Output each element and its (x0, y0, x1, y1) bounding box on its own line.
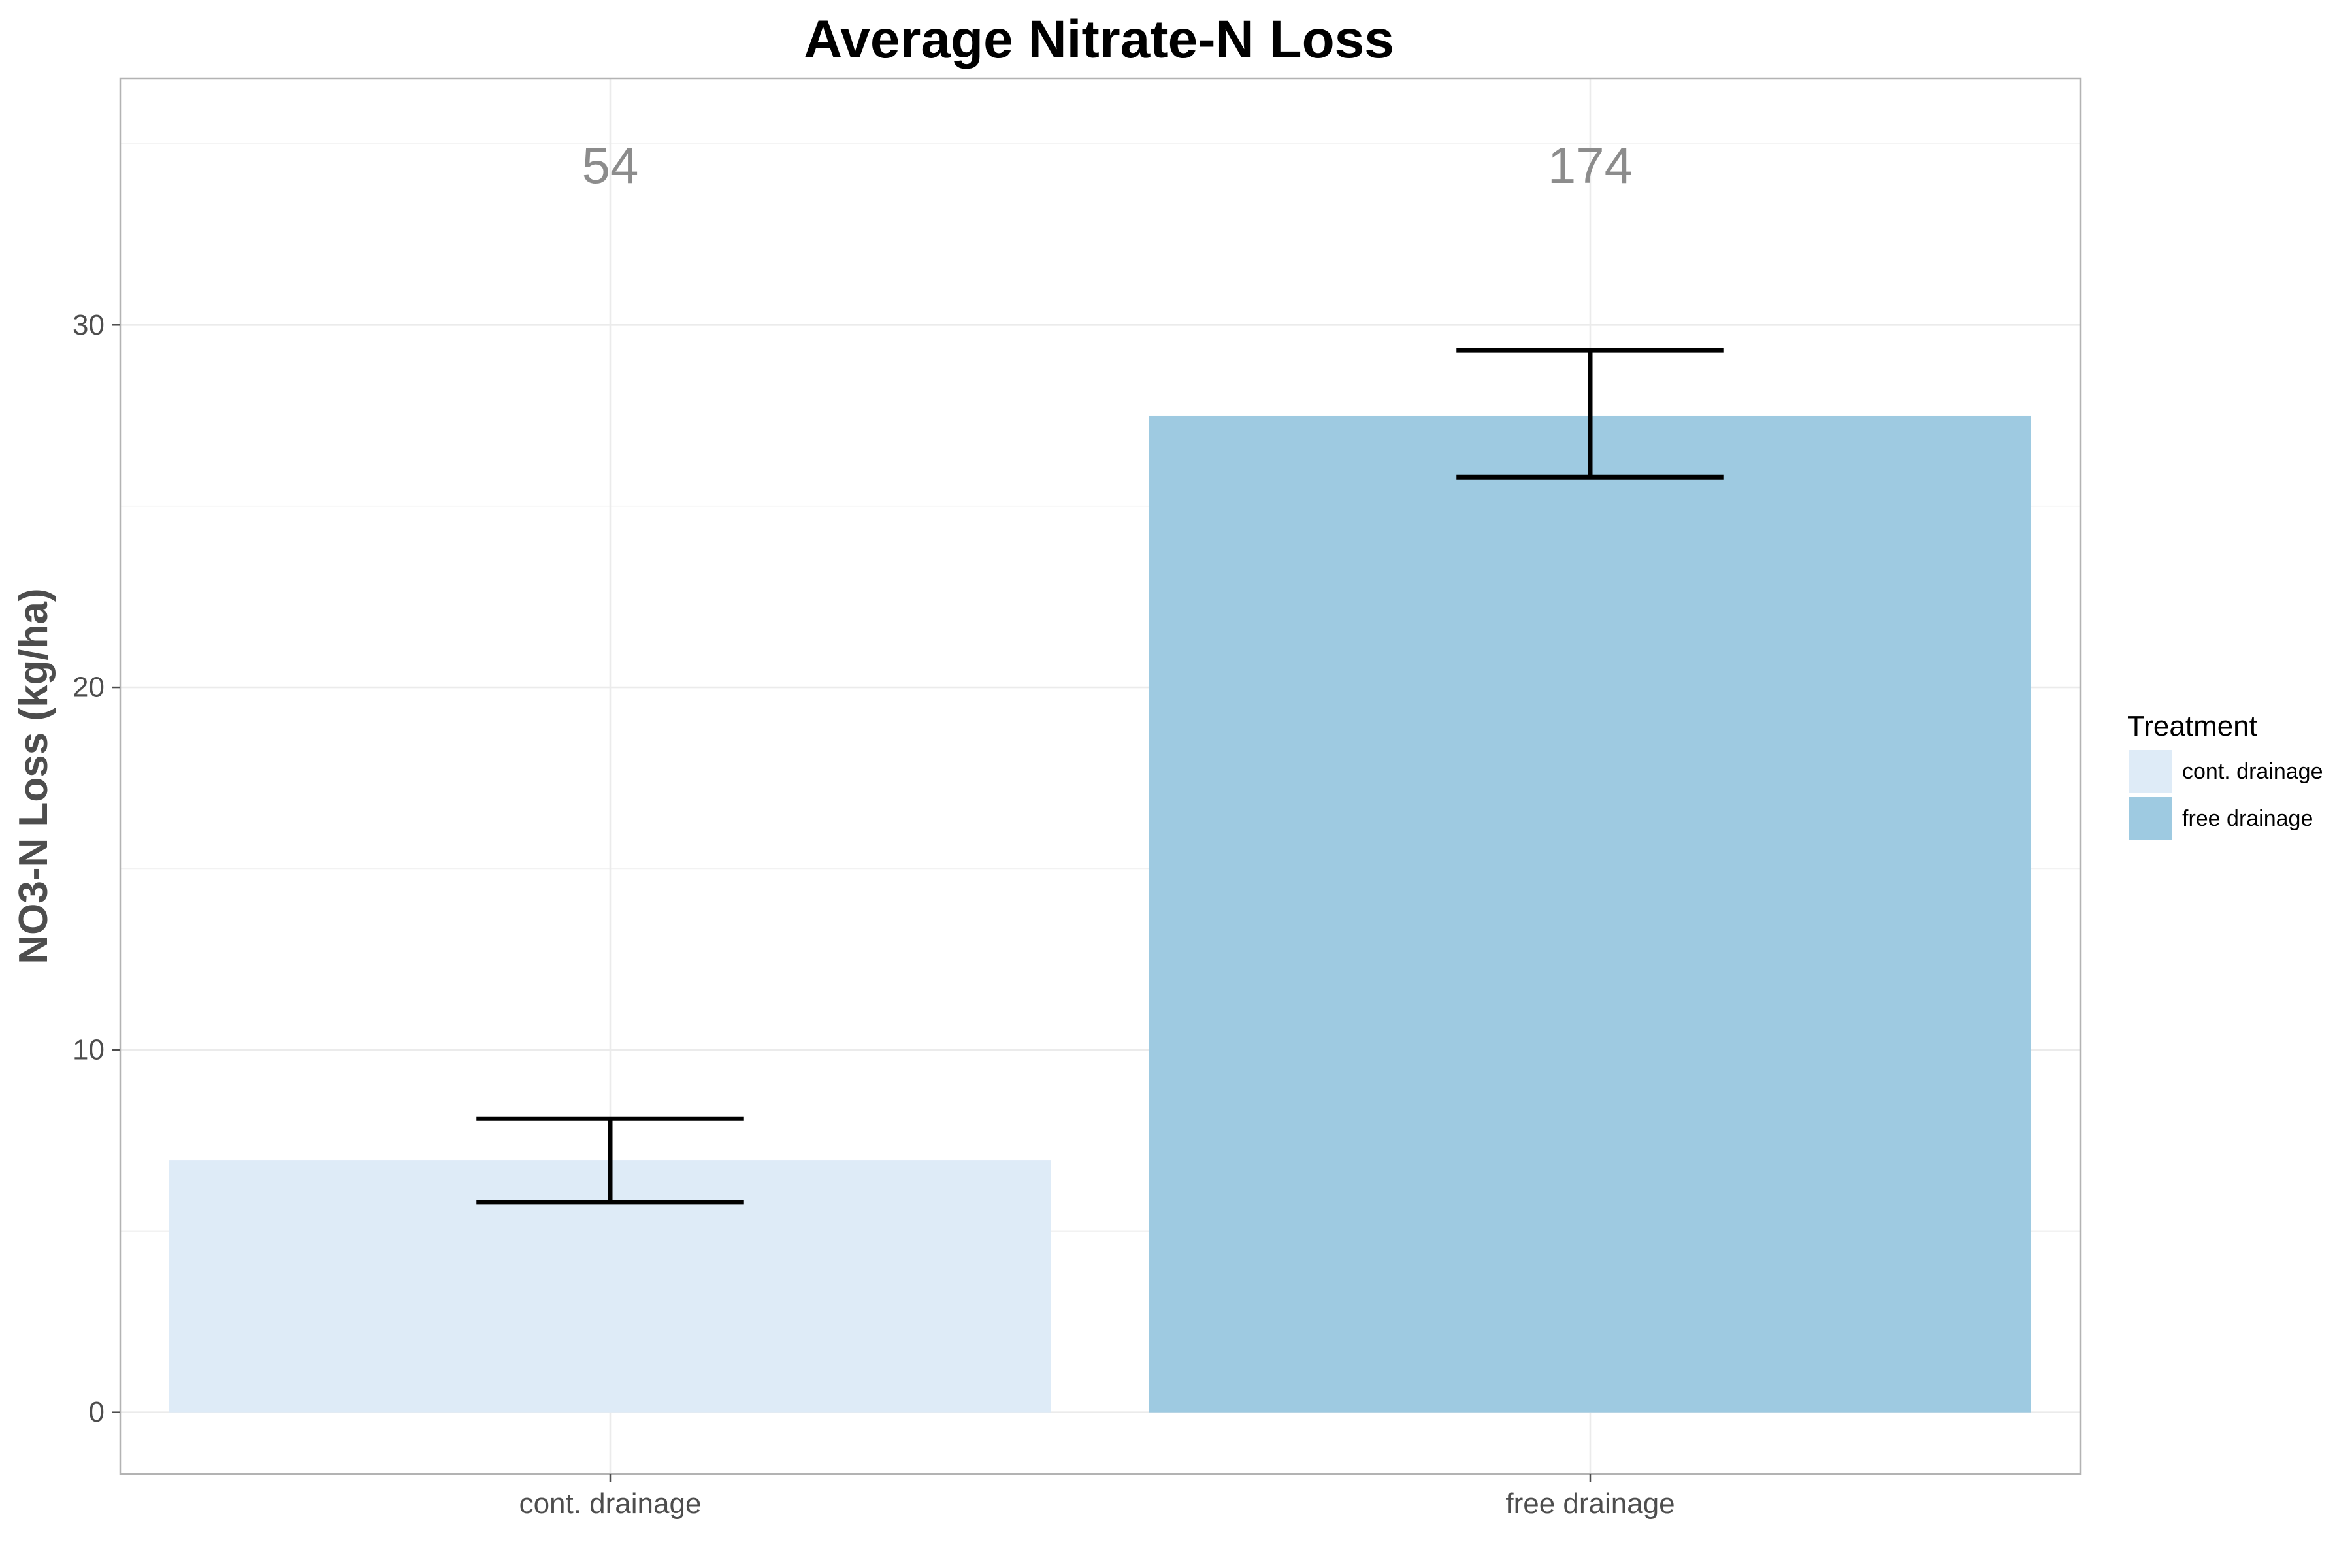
count-label: 174 (1548, 137, 1633, 194)
legend: Treatment cont. drainage free drainage (2127, 710, 2323, 840)
y-axis-ticks: 0 10 20 30 (73, 309, 120, 1428)
y-tick-label: 0 (89, 1396, 105, 1428)
y-tick-label: 20 (73, 672, 105, 704)
y-axis-label: NO3-N Loss (kg/ha) (11, 588, 56, 964)
legend-entry: cont. drainage (2129, 750, 2323, 793)
legend-entry: free drainage (2129, 797, 2313, 840)
y-tick-label: 10 (73, 1034, 105, 1066)
x-tick-label: cont. drainage (519, 1488, 702, 1520)
error-bar (476, 1116, 744, 1205)
legend-key (2129, 750, 2172, 793)
x-tick-label: free drainage (1505, 1488, 1674, 1520)
panel-border (119, 77, 2082, 1475)
legend-entries: cont. drainage free drainage (2129, 750, 2323, 840)
error-bar (1456, 348, 1724, 480)
bar-free-drainage (1149, 415, 2031, 1413)
legend-label: cont. drainage (2182, 759, 2323, 784)
count-labels: 54 174 (582, 137, 1633, 194)
chart-title: Average Nitrate-N Loss (804, 10, 1394, 69)
count-label: 54 (582, 137, 639, 194)
legend-label: free drainage (2182, 806, 2313, 831)
x-axis-ticks: cont. drainage free drainage (519, 1474, 1675, 1520)
legend-key (2129, 797, 2172, 840)
y-tick-label: 30 (73, 309, 105, 341)
error-bars (476, 348, 1724, 1205)
bars (169, 415, 2031, 1413)
legend-title: Treatment (2127, 710, 2257, 742)
